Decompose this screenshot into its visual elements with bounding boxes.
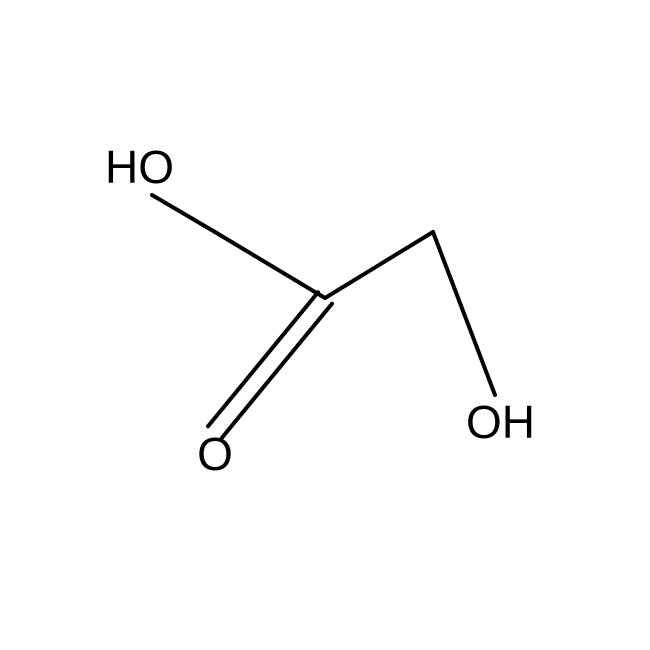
atom-label-O_keto: O [197, 428, 233, 480]
structure-canvas: HO OH O [0, 0, 650, 650]
bond [433, 232, 495, 395]
atom-label-OH_left: HO [105, 141, 174, 193]
bond [222, 304, 332, 438]
bond [325, 232, 433, 298]
bond [215, 232, 325, 298]
bond [152, 195, 215, 232]
bond [208, 292, 318, 426]
atom-label-OH_right: OH [466, 396, 535, 448]
